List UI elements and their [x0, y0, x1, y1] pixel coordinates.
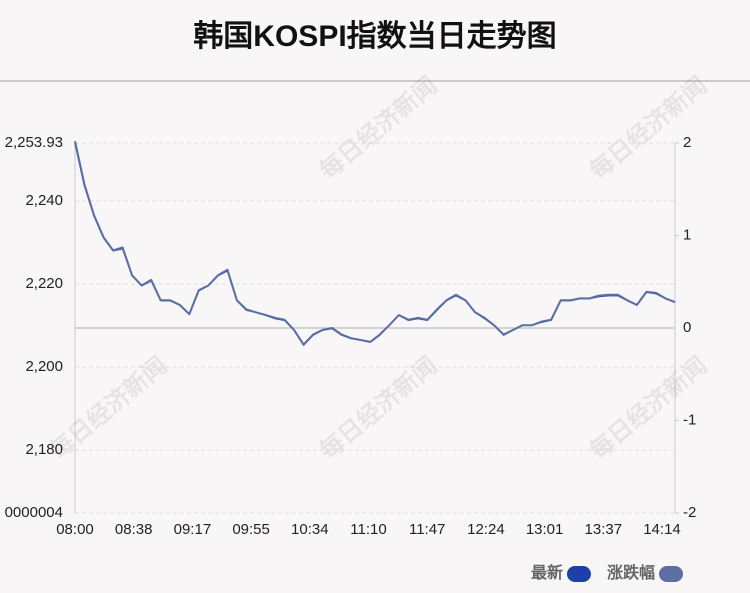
x-tick-label: 12:24	[467, 521, 505, 538]
x-tick-label: 08:38	[115, 521, 153, 538]
y-tick-label: 0000004	[5, 504, 63, 521]
legend-swatch	[566, 566, 591, 582]
y2-tick-label: 0	[683, 319, 691, 336]
y2-tick-label: 2	[683, 134, 691, 151]
legend-swatch	[659, 566, 683, 582]
series-line	[74, 140, 676, 346]
series-line	[74, 142, 676, 346]
x-tick-label: 11:10	[350, 521, 386, 538]
watermark: 每日经济新闻	[44, 351, 172, 465]
watermark: 每日经济新闻	[314, 351, 442, 465]
legend-label: 最新	[531, 563, 563, 582]
x-tick-label: 14:14	[643, 521, 681, 538]
y-tick-label: 2,200	[25, 358, 63, 375]
y2-tick-label: -1	[683, 411, 696, 428]
x-tick-label: 08:00	[56, 521, 94, 538]
x-tick-label: 09:17	[174, 521, 212, 538]
watermark: 每日经济新闻	[584, 351, 712, 465]
x-tick-label: 10:34	[291, 521, 329, 538]
y-tick-label: 2,240	[25, 192, 63, 209]
chart-title: 韩国KOSPI指数当日走势图	[193, 20, 556, 53]
x-tick-label: 13:01	[526, 521, 564, 538]
y2-tick-label: 1	[683, 226, 691, 243]
y-tick-label: 2,180	[25, 441, 63, 458]
legend-label: 涨跌幅	[607, 563, 655, 582]
x-tick-label: 09:55	[232, 521, 270, 538]
y2-tick-label: -2	[683, 504, 696, 521]
x-tick-label: 11:47	[409, 521, 445, 538]
watermark: 每日经济新闻	[584, 71, 712, 185]
y-tick-label: 2,253.93	[5, 134, 63, 151]
x-tick-label: 13:37	[585, 521, 623, 538]
y-tick-label: 2,220	[25, 275, 63, 292]
watermark: 每日经济新闻	[314, 71, 442, 185]
